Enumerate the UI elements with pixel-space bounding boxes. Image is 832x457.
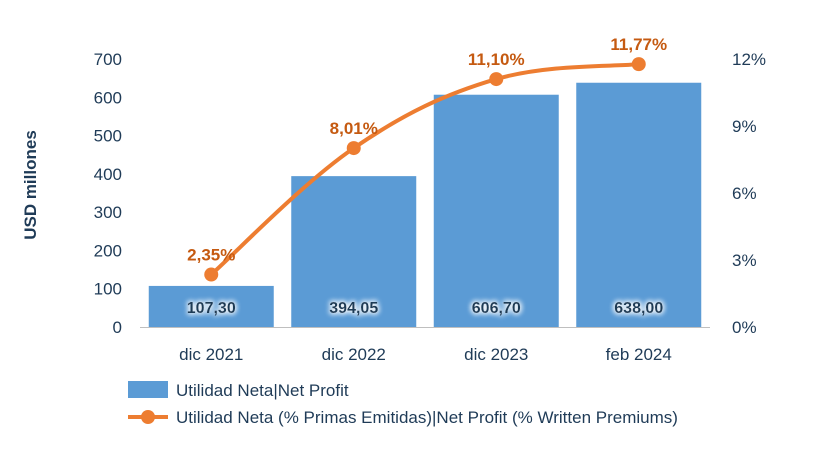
y-tick-label: 300 bbox=[94, 203, 122, 222]
line-labels: 2,35% 8,01% 11,10% 11,77% bbox=[187, 35, 667, 264]
y-axis-label: USD millones bbox=[21, 130, 40, 240]
bar-value-label: 606,70 bbox=[472, 300, 521, 317]
line-marker bbox=[204, 267, 219, 282]
x-tick-label: dic 2021 bbox=[179, 345, 243, 364]
x-tick-label: dic 2023 bbox=[464, 345, 528, 364]
bar-labels: 107,30 394,05 606,70 638,00 bbox=[187, 300, 664, 317]
legend-line-marker bbox=[141, 410, 155, 424]
y-tick-label: 600 bbox=[94, 88, 122, 107]
bar bbox=[433, 94, 559, 327]
bar bbox=[148, 285, 274, 327]
y-tick-label: 200 bbox=[94, 241, 122, 260]
bar bbox=[291, 176, 417, 327]
bars bbox=[148, 82, 702, 327]
y-tick-label: 700 bbox=[94, 50, 122, 69]
line-marker bbox=[346, 141, 361, 156]
y2-tick-label: 9% bbox=[732, 117, 757, 136]
bar bbox=[576, 82, 702, 327]
line-marker bbox=[489, 72, 504, 87]
line-value-label: 11,77% bbox=[610, 35, 667, 54]
bar-value-label: 638,00 bbox=[614, 300, 663, 317]
x-tick-label: feb 2024 bbox=[606, 345, 672, 364]
bar-value-label: 107,30 bbox=[187, 300, 236, 317]
y2-tick-label: 3% bbox=[732, 251, 757, 270]
y-tick-label: 400 bbox=[94, 165, 122, 184]
y-tick-label: 100 bbox=[94, 280, 122, 299]
legend-bar-swatch bbox=[128, 381, 168, 398]
legend-bar-label: Utilidad Neta|Net Profit bbox=[176, 381, 349, 400]
line-markers bbox=[204, 57, 646, 282]
bar-value-label: 394,05 bbox=[329, 300, 378, 317]
legend: Utilidad Neta|Net Profit Utilidad Neta (… bbox=[128, 381, 678, 427]
y-tick-label: 500 bbox=[94, 127, 122, 146]
line-value-label: 8,01% bbox=[330, 119, 378, 138]
line-value-label: 2,35% bbox=[187, 246, 235, 265]
y-axis-left-ticks: 0 100 200 300 400 500 600 700 bbox=[94, 50, 122, 337]
x-tick-label: dic 2022 bbox=[322, 345, 386, 364]
line-series-path bbox=[209, 62, 639, 277]
y-axis-right-ticks: 0% 3% 6% 9% 12% bbox=[732, 50, 766, 337]
line-value-label: 11,10% bbox=[468, 50, 525, 69]
y2-tick-label: 6% bbox=[732, 184, 757, 203]
y2-tick-label: 12% bbox=[732, 50, 766, 69]
line-marker bbox=[631, 57, 646, 72]
y-tick-label: 0 bbox=[113, 318, 122, 337]
x-axis-ticks: dic 2021 dic 2022 dic 2023 feb 2024 bbox=[179, 345, 672, 364]
y2-tick-label: 0% bbox=[732, 318, 757, 337]
legend-line-label: Utilidad Neta (% Primas Emitidas)|Net Pr… bbox=[176, 408, 678, 427]
